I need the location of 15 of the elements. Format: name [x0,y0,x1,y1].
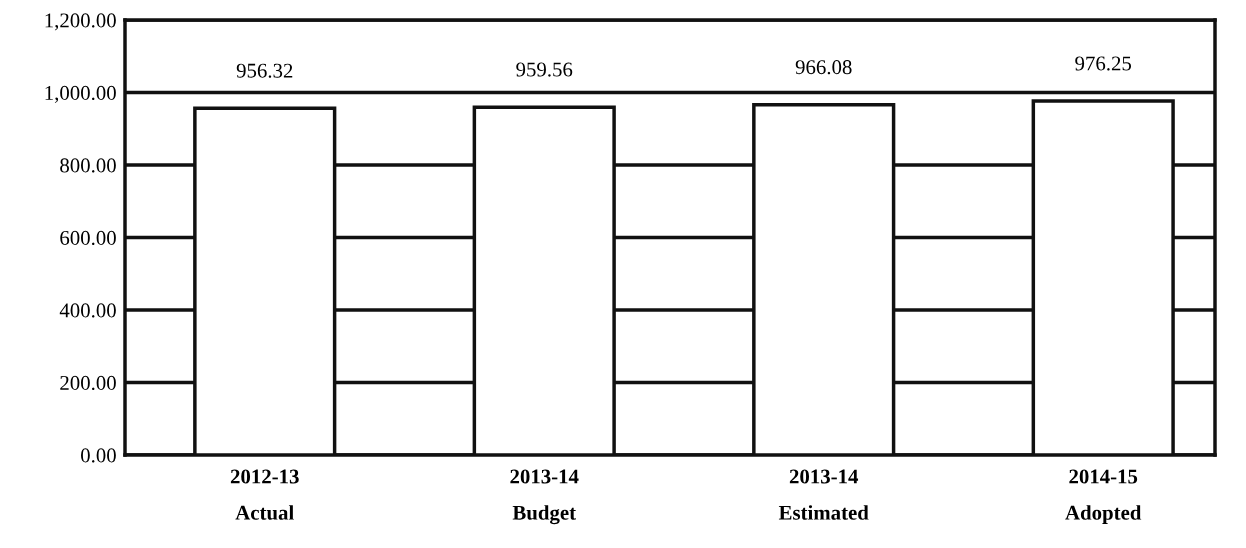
x-tick-label: 2013-14 Budget [510,469,579,525]
x-tick-label: 2014-15 Adopted [1065,469,1142,525]
y-tick-label: 400.00 [59,303,116,318]
x-tick-label: 2012-13 Actual [230,469,299,520]
x-tick-label: 2013-14 Estimated [778,469,869,520]
y-tick-label: 200.00 [60,375,116,391]
data-label: 959.56 [516,62,573,77]
y-tick-label: 600.00 [60,230,116,246]
y-tick-label: 1,200.00 [45,13,116,31]
data-label: 956.32 [236,63,293,78]
y-tick-label: 800.00 [60,158,116,173]
y-tick-label: 1,000.00 [45,85,116,103]
data-label: 976.25 [1075,56,1132,71]
data-label: 966.08 [795,60,852,75]
y-tick-label: 0.00 [81,448,116,463]
